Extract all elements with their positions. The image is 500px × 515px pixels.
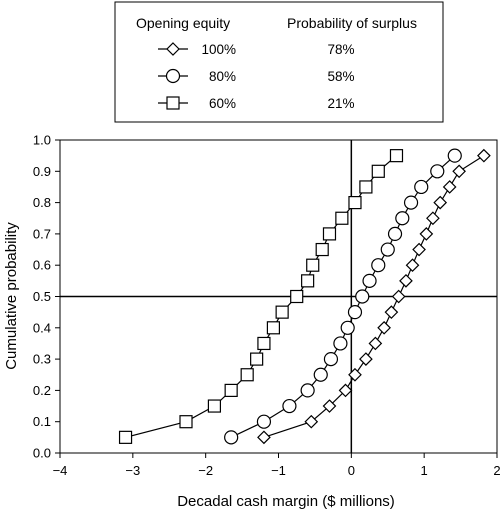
data-point-diamond (338, 383, 353, 398)
legend-header-opening-equity: Opening equity (136, 15, 230, 31)
data-point-circle (347, 305, 363, 320)
x-tick-label: −3 (125, 463, 140, 478)
data-point-circle (323, 352, 339, 367)
legend-probability: 78% (327, 42, 354, 57)
data-point-square (359, 180, 373, 194)
data-point-square (290, 289, 304, 304)
data-point-square (118, 430, 133, 444)
legend-row-diamond: 100% 78% (158, 42, 355, 57)
y-tick-label: 0.6 (33, 258, 51, 273)
data-point-square (306, 258, 320, 272)
data-point-square (266, 321, 281, 335)
series-diamond (257, 148, 491, 445)
legend-probability: 58% (327, 69, 354, 84)
data-point-square (224, 383, 238, 397)
y-tick-label: 0.4 (33, 320, 51, 335)
data-point-square (301, 274, 315, 288)
data-point-square (275, 305, 289, 319)
data-point-square (371, 164, 385, 178)
data-point-square (315, 242, 329, 257)
data-point-circle (282, 398, 297, 414)
legend-label: 60% (209, 96, 236, 111)
y-axis-label: Cumulative probability (3, 222, 20, 370)
data-point-circle (380, 242, 395, 257)
legend-label: 80% (209, 69, 236, 84)
data-point-square (389, 149, 404, 163)
data-point-circle (224, 430, 239, 445)
data-point-circle (355, 289, 370, 304)
data-point-circle (395, 211, 410, 226)
y-tick-label: 0.1 (33, 414, 51, 429)
x-tick-label: 1 (421, 463, 428, 478)
data-point-circle (371, 258, 386, 273)
data-point-diamond (405, 258, 420, 273)
series-square (118, 149, 404, 444)
legend-probability: 21% (327, 96, 354, 111)
series-circle (224, 148, 462, 445)
data-point-circle (333, 336, 348, 351)
data-point-diamond (452, 164, 466, 179)
data-point-diamond (377, 320, 391, 335)
data-point-square (257, 336, 271, 351)
data-point-circle (340, 320, 355, 335)
data-point-diamond (426, 211, 440, 226)
legend-marker-circle (165, 68, 181, 84)
x-tick-label: −2 (198, 463, 213, 478)
data-point-circle (430, 164, 445, 179)
data-point-diamond (359, 352, 373, 366)
data-point-square (250, 352, 264, 366)
legend-marker-diamond (166, 42, 180, 56)
legend-header-probability: Probability of surplus (287, 15, 417, 31)
data-point-square (179, 415, 193, 429)
data-point-square (240, 368, 254, 382)
data-point-diamond (412, 242, 426, 257)
data-point-square (335, 211, 349, 225)
data-point-circle (403, 195, 419, 210)
legend-row-circle: 80% 58% (158, 68, 355, 84)
legend: Opening equity Probability of surplus 10… (114, 1, 444, 123)
data-point-diamond (257, 430, 271, 445)
data-point-diamond (322, 399, 337, 413)
data-point-circle (300, 383, 315, 398)
x-tick-label: −1 (271, 463, 286, 478)
x-tick-label: 2 (493, 463, 500, 478)
y-tick-label: 0.0 (33, 446, 51, 461)
data-point-circle (447, 148, 462, 163)
y-tick-label: 0.5 (33, 289, 51, 304)
data-point-circle (414, 179, 429, 195)
y-tick-label: 0.2 (33, 383, 51, 398)
data-point-circle (313, 367, 328, 382)
data-point-square (348, 196, 362, 210)
y-tick-label: 0.8 (33, 195, 51, 210)
data-point-diamond (384, 305, 399, 319)
data-point-diamond (399, 274, 413, 288)
data-point-diamond (368, 336, 383, 351)
data-point-circle (387, 226, 403, 241)
legend-marker-square (166, 96, 180, 110)
data-point-diamond (433, 195, 448, 210)
data-point-diamond (391, 289, 406, 304)
data-point-circle (362, 273, 377, 288)
y-tick-label: 0.7 (33, 226, 51, 241)
x-axis-label: Decadal cash margin ($ millions) (177, 493, 395, 510)
data-point-diamond (442, 180, 457, 194)
data-point-circle (256, 414, 272, 429)
data-point-square (207, 399, 222, 413)
legend-row-square: 60% 21% (158, 96, 355, 111)
y-tick-label: 1.0 (33, 133, 51, 148)
y-tick-label: 0.3 (33, 352, 51, 367)
x-tick-label: −4 (53, 463, 68, 478)
legend-label: 100% (201, 42, 236, 57)
data-point-diamond (348, 367, 362, 382)
x-tick-label: 0 (348, 463, 355, 478)
y-tick-label: 0.9 (33, 164, 51, 179)
data-point-diamond (419, 227, 434, 241)
data-point-diamond (304, 414, 319, 429)
data-point-square (322, 227, 337, 241)
data-point-diamond (477, 148, 491, 163)
